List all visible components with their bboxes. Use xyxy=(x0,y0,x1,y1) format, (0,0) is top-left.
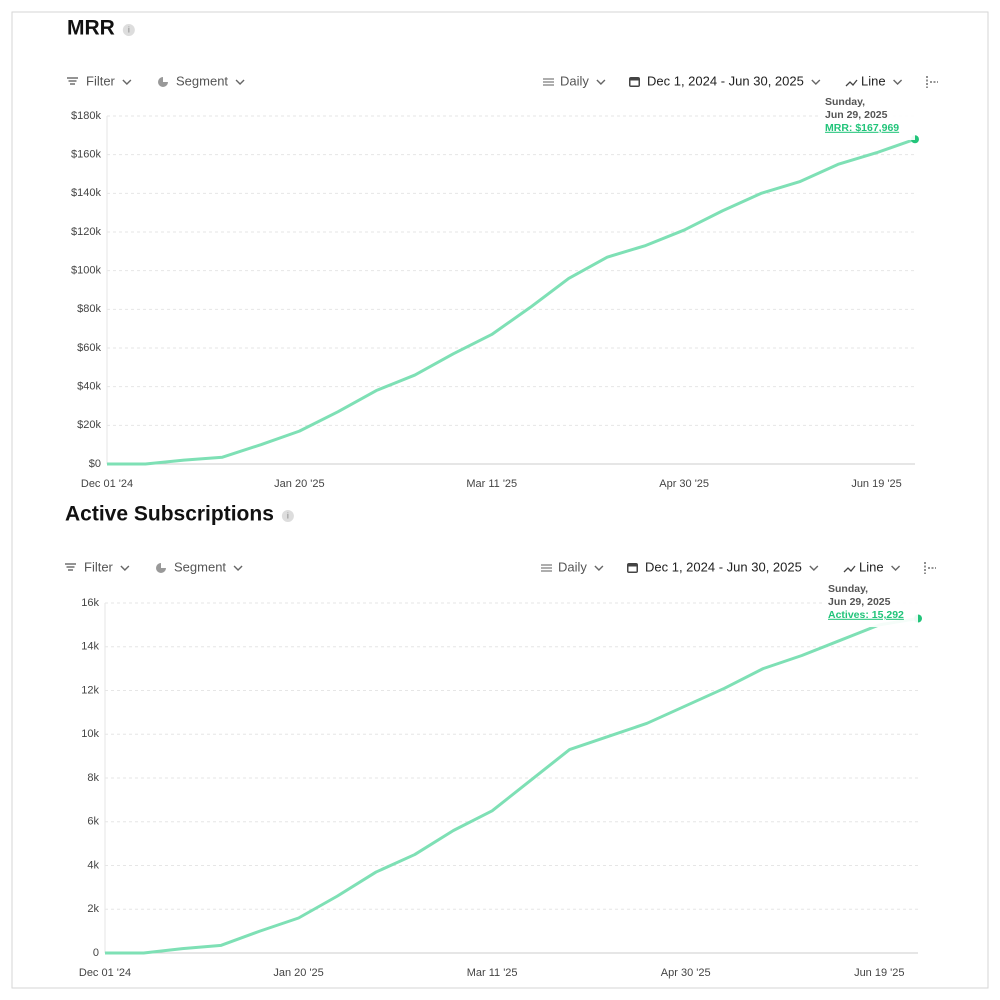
toolbar-control[interactable]: Dec 1, 2024 - Jun 30, 2025 xyxy=(647,73,804,88)
toolbar-control[interactable]: Filter xyxy=(86,73,116,88)
toolbar-control[interactable]: Daily xyxy=(558,559,587,574)
chevron xyxy=(893,79,903,85)
chart-title: MRR xyxy=(67,17,115,40)
segment-icon xyxy=(156,563,166,573)
y-tick-label: 14k xyxy=(81,641,99,653)
y-tick-label: 2k xyxy=(87,903,99,915)
toolbar-control[interactable]: Daily xyxy=(560,73,589,88)
chevron xyxy=(120,565,130,571)
chevron xyxy=(891,565,901,571)
y-tick-label: $160k xyxy=(71,149,101,161)
x-tick-label: Jun 19 '25 xyxy=(851,478,901,490)
x-tick-label: Jan 20 '25 xyxy=(274,478,324,490)
segment-icon xyxy=(158,77,168,87)
y-tick-label: $40k xyxy=(77,381,101,393)
y-tick-label: $80k xyxy=(77,303,101,315)
y-tick-label: 6k xyxy=(87,816,99,828)
info-i: i xyxy=(287,512,289,521)
toolbar-control[interactable]: Segment xyxy=(176,73,228,88)
tooltip-value: MRR: $167,969 xyxy=(825,122,899,134)
chart-title: Active Subscriptions xyxy=(65,503,274,526)
y-tick-label: 4k xyxy=(87,859,99,871)
x-tick-label: Mar 11 '25 xyxy=(466,478,517,490)
x-tick-label: Dec 01 '24 xyxy=(81,478,133,490)
x-tick-label: Dec 01 '24 xyxy=(79,967,131,979)
y-tick-label: 8k xyxy=(87,772,99,784)
x-tick-label: Jan 20 '25 xyxy=(273,967,323,979)
y-tick-label: $140k xyxy=(71,187,101,199)
toolbar-control[interactable]: Line xyxy=(861,73,886,88)
toolbar-control[interactable]: Line xyxy=(859,559,884,574)
x-tick-label: Mar 11 '25 xyxy=(467,967,518,979)
line-series xyxy=(107,137,916,466)
info-i: i xyxy=(128,26,130,35)
x-tick-label: Apr 30 '25 xyxy=(661,967,711,979)
toolbar-control[interactable]: Dec 1, 2024 - Jun 30, 2025 xyxy=(645,559,802,574)
chevron xyxy=(809,565,819,571)
tooltip-value: Actives: 15,292 xyxy=(828,609,904,621)
tooltip-weekday: Sunday, xyxy=(825,96,865,108)
y-tick-label: $60k xyxy=(77,342,101,354)
y-tick-label: $20k xyxy=(77,419,101,431)
y-tick-label: $0 xyxy=(89,458,101,470)
tooltip-date: Jun 29, 2025 xyxy=(825,109,888,121)
chart-menu-icon xyxy=(926,76,938,88)
chart-menu-icon xyxy=(924,562,936,574)
tooltip-weekday: Sunday, xyxy=(828,583,868,595)
line-icon xyxy=(845,79,858,87)
y-tick-label: 16k xyxy=(81,597,99,609)
toolbar-control[interactable]: Segment xyxy=(174,559,226,574)
x-tick-label: Apr 30 '25 xyxy=(659,478,709,490)
y-tick-label: 0 xyxy=(93,947,99,959)
calendar-face xyxy=(628,566,637,572)
y-tick-label: 10k xyxy=(81,728,99,740)
toolbar-control[interactable]: Filter xyxy=(84,559,114,574)
info-icon xyxy=(281,510,294,522)
line-icon xyxy=(843,565,856,573)
x-tick-label: Jun 19 '25 xyxy=(854,967,904,979)
y-tick-label: $100k xyxy=(71,265,101,277)
chevron xyxy=(122,79,132,85)
y-tick-label: $180k xyxy=(71,110,101,122)
chevron xyxy=(233,565,243,571)
chevron xyxy=(596,79,606,85)
info-icon xyxy=(122,24,135,36)
chevron xyxy=(594,565,604,571)
calendar-face xyxy=(630,80,639,86)
y-tick-label: 12k xyxy=(81,684,99,696)
chevron xyxy=(811,79,821,85)
chevron xyxy=(235,79,245,85)
frame xyxy=(11,11,989,989)
line-series xyxy=(105,617,919,955)
y-tick-label: $120k xyxy=(71,226,101,238)
tooltip-box xyxy=(821,94,915,140)
tooltip-box xyxy=(824,581,918,627)
tooltip-date: Jun 29, 2025 xyxy=(828,596,891,608)
